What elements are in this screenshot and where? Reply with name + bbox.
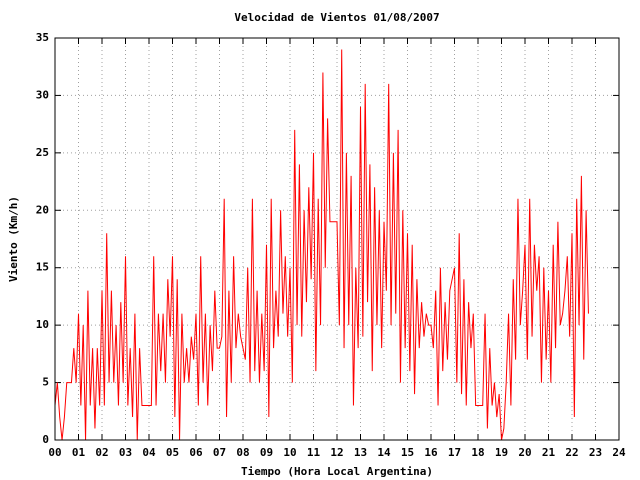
x-tick-label: 10 [283, 446, 296, 459]
x-tick-label: 18 [471, 446, 484, 459]
x-tick-label: 24 [612, 446, 626, 459]
y-tick-label: 10 [36, 318, 49, 331]
x-tick-label: 08 [236, 446, 249, 459]
x-tick-label: 23 [589, 446, 602, 459]
x-tick-label: 01 [72, 446, 86, 459]
y-axis-label: Viento (Km/h) [7, 196, 20, 282]
x-tick-label: 15 [401, 446, 414, 459]
x-tick-label: 13 [354, 446, 367, 459]
x-tick-label: 06 [189, 446, 203, 459]
x-tick-label: 21 [542, 446, 556, 459]
x-tick-label: 02 [95, 446, 108, 459]
x-axis-label: Tiempo (Hora Local Argentina) [241, 465, 433, 478]
y-tick-label: 5 [42, 376, 49, 389]
x-tick-label: 22 [565, 446, 578, 459]
x-tick-label: 19 [495, 446, 508, 459]
x-tick-label: 11 [307, 446, 321, 459]
chart-title: Velocidad de Vientos 01/08/2007 [234, 11, 439, 24]
x-tick-label: 04 [142, 446, 156, 459]
y-tick-label: 30 [36, 88, 49, 101]
x-tick-label: 14 [377, 446, 391, 459]
y-tick-label: 35 [36, 31, 49, 44]
x-tick-label: 17 [448, 446, 461, 459]
x-tick-label: 00 [48, 446, 61, 459]
y-tick-label: 0 [42, 433, 49, 446]
x-tick-label: 09 [260, 446, 273, 459]
x-tick-label: 07 [213, 446, 226, 459]
y-tick-label: 15 [36, 261, 49, 274]
x-tick-label: 05 [166, 446, 179, 459]
x-tick-label: 03 [119, 446, 132, 459]
x-tick-label: 20 [518, 446, 531, 459]
y-tick-label: 20 [36, 203, 49, 216]
x-tick-label: 16 [424, 446, 438, 459]
x-tick-label: 12 [330, 446, 343, 459]
plot-frame [54, 37, 620, 441]
data-line [54, 49, 589, 441]
y-tick-label: 25 [36, 146, 49, 159]
